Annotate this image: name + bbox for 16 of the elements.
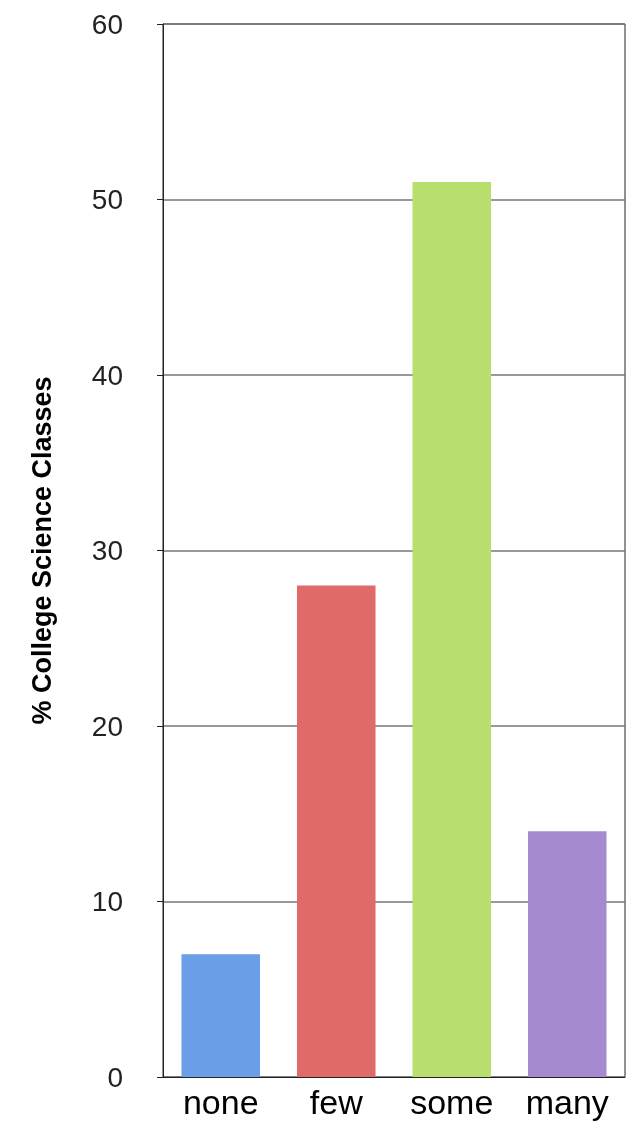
bar <box>527 831 607 1077</box>
x-tick-label: many <box>525 1083 609 1121</box>
bar <box>181 954 261 1077</box>
x-tick-label: some <box>410 1083 494 1121</box>
y-tick-label: 20 <box>91 710 123 742</box>
bar <box>296 585 376 1077</box>
y-axis-title: % College Science Classes <box>26 376 57 725</box>
y-tick-label: 40 <box>91 359 123 391</box>
y-tick-label: 0 <box>107 1061 123 1093</box>
y-tick-label: 50 <box>91 184 123 215</box>
y-tick-label: 10 <box>91 886 123 917</box>
y-tick-label: 30 <box>91 535 123 566</box>
bar <box>412 181 492 1077</box>
y-tick-label: 60 <box>91 8 123 40</box>
x-tick-label: none <box>182 1083 259 1121</box>
x-tick-label: few <box>309 1083 364 1121</box>
